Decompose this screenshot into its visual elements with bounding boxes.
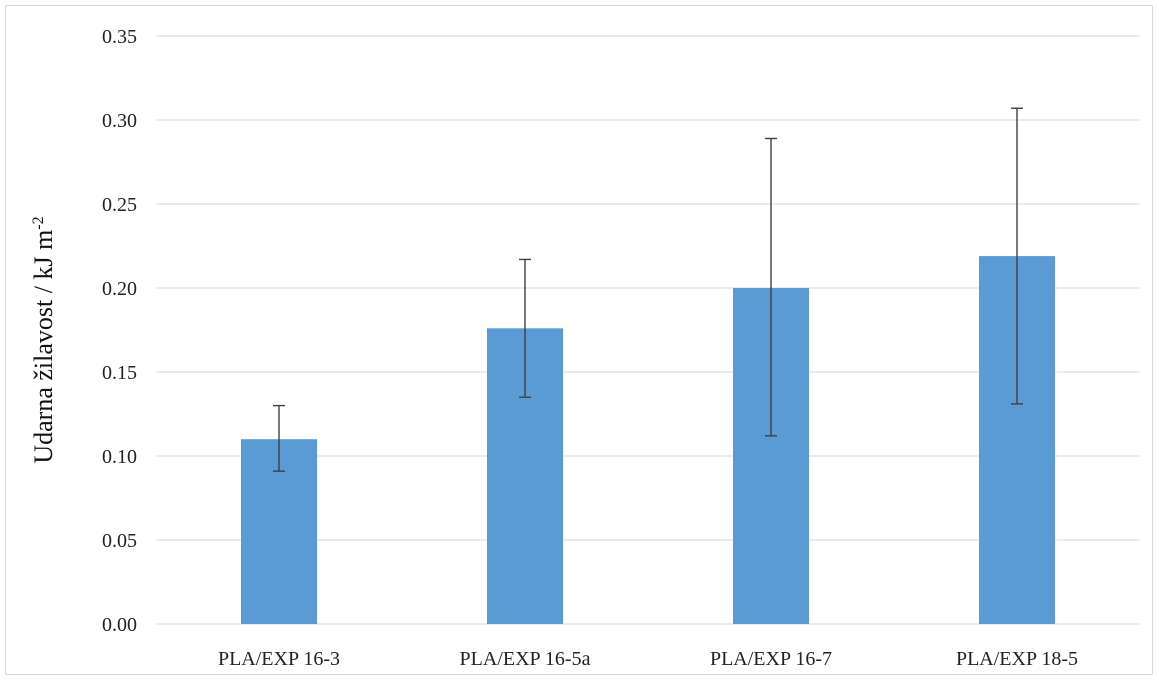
y-tick-label: 0.00: [102, 614, 137, 636]
x-tick-label: PLA/EXP 16-3: [218, 648, 340, 670]
chart-frame: [5, 5, 1153, 675]
gridlines: [156, 35, 1140, 625]
y-tick-label: 0.20: [102, 278, 137, 300]
y-tick-label: 0.30: [102, 110, 137, 132]
y-tick-label: 0.15: [102, 362, 137, 384]
y-tick-label: 0.25: [102, 194, 137, 216]
y-axis-title-superscript: -2: [30, 216, 47, 229]
x-tick-labels: PLA/EXP 16-3 PLA/EXP 16-5a PLA/EXP 16-7 PLA…: [218, 648, 1078, 670]
x-tick-label: PLA/EXP 16-5a: [460, 648, 591, 670]
bars: [241, 256, 1055, 624]
y-tick-labels: 0.00 0.05 0.10 0.15 0.20 0.25 0.30 0.35: [102, 26, 137, 636]
y-axis-title: Udarna žilavost / kJ m-2: [29, 216, 58, 463]
x-tick-label: PLA/EXP 18-5: [956, 648, 1078, 670]
y-tick-label: 0.05: [102, 530, 137, 552]
y-axis-title-text: Udarna žilavost / kJ m: [29, 230, 58, 464]
error-bars: [273, 107, 1023, 472]
x-tick-label: PLA/EXP 16-7: [710, 648, 832, 670]
y-tick-label: 0.35: [102, 26, 137, 48]
y-tick-label: 0.10: [102, 446, 137, 468]
